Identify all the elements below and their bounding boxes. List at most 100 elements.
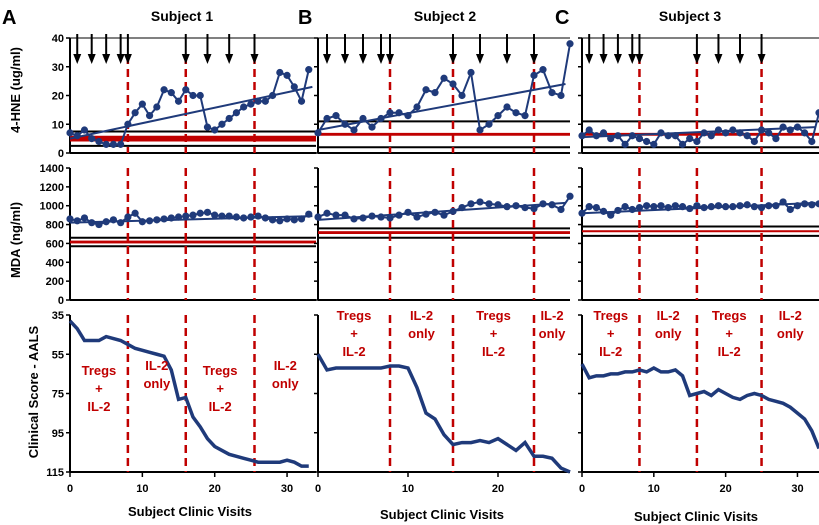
x-tick-label: 20 bbox=[720, 483, 732, 495]
dose-arrow-head bbox=[116, 54, 125, 64]
dose-arrow-head bbox=[585, 54, 594, 64]
x-tick-label: 30 bbox=[281, 483, 293, 495]
mda-data-point bbox=[404, 208, 412, 216]
hne-data-point bbox=[95, 137, 103, 146]
hne-data-point bbox=[73, 132, 81, 140]
hne-data-point bbox=[621, 140, 629, 148]
dose-arrow-head bbox=[503, 54, 511, 64]
hne-data-point bbox=[218, 120, 226, 128]
hne-data-point bbox=[167, 89, 175, 97]
hne-data-point bbox=[808, 137, 816, 146]
panel-letter-a: A bbox=[2, 7, 16, 29]
hne-data-point bbox=[276, 68, 284, 77]
mda-data-point bbox=[772, 202, 780, 210]
mda-data-point bbox=[305, 210, 313, 218]
dose-arrow-head bbox=[203, 54, 212, 64]
hne-data-point bbox=[657, 129, 665, 137]
mda-data-point bbox=[211, 211, 219, 219]
mda-data-point bbox=[635, 204, 644, 212]
mda-data-point bbox=[73, 217, 81, 225]
hne-data-point bbox=[196, 91, 204, 100]
mda-data-point bbox=[66, 215, 74, 223]
mda-y-tick-label: 0 bbox=[58, 295, 64, 307]
panel-letter-b: B bbox=[298, 7, 312, 29]
x-tick-label: 0 bbox=[315, 483, 321, 495]
score-y-tick-label: 115 bbox=[46, 467, 64, 479]
mda-data-point bbox=[607, 211, 615, 219]
mda-data-point bbox=[566, 192, 574, 200]
mda-data-point bbox=[643, 202, 651, 210]
hne-data-point bbox=[431, 89, 439, 97]
mda-data-point bbox=[314, 213, 322, 221]
hne-data-point bbox=[254, 97, 262, 105]
hne-data-point bbox=[686, 135, 694, 143]
dose-arrow-head bbox=[599, 54, 608, 64]
mda-data-point bbox=[693, 202, 701, 210]
dose-arrow-head bbox=[377, 54, 385, 64]
phase-label: only bbox=[777, 326, 804, 341]
hne-data-point bbox=[671, 132, 679, 140]
mda-data-point bbox=[707, 203, 715, 211]
mda-data-point bbox=[557, 205, 565, 214]
x-tick-label: 10 bbox=[136, 483, 148, 495]
mda-data-point bbox=[503, 203, 511, 211]
hne-data-point bbox=[160, 86, 168, 94]
mda-data-point bbox=[395, 211, 403, 219]
hne-data-point bbox=[772, 135, 780, 143]
mda-data-point bbox=[350, 215, 358, 223]
panel-subject-2: 0 10 20 Tregs + IL-2 IL-2 only Tregs + IL-2 IL-2 onl… bbox=[314, 34, 574, 495]
mda-reference-band-red bbox=[582, 230, 819, 233]
phase-label: IL-2 bbox=[209, 399, 232, 414]
mda-data-point bbox=[117, 219, 125, 227]
hne-data-point bbox=[757, 126, 766, 134]
mda-data-point bbox=[585, 203, 593, 211]
hne-data-point bbox=[297, 97, 306, 105]
phase-label: IL-2 bbox=[410, 308, 433, 323]
phase-label: Tregs bbox=[476, 308, 511, 323]
mda-data-point bbox=[138, 218, 146, 226]
hne-reference-band-red bbox=[70, 135, 316, 142]
hne-data-point bbox=[566, 40, 574, 48]
mda-data-point bbox=[686, 204, 694, 213]
hne-y-tick-label: 10 bbox=[52, 119, 64, 131]
phase-label: IL-2 bbox=[482, 344, 505, 359]
dose-arrow-head bbox=[359, 54, 367, 64]
hne-data-point bbox=[305, 66, 313, 74]
hne-data-point bbox=[350, 126, 358, 134]
phase-label: only bbox=[408, 326, 435, 341]
hne-data-point bbox=[664, 132, 672, 140]
phase-label: IL-2 bbox=[87, 399, 110, 414]
hne-data-point bbox=[815, 109, 819, 117]
x-tick-label: 0 bbox=[67, 483, 73, 495]
hne-data-point bbox=[793, 123, 802, 131]
dose-arrow-head bbox=[225, 54, 234, 64]
mda-data-point bbox=[743, 201, 751, 209]
mda-data-point bbox=[174, 213, 183, 221]
mda-data-point bbox=[254, 212, 262, 220]
hne-data-point bbox=[314, 129, 322, 137]
mda-data-point bbox=[131, 209, 139, 217]
hne-data-point bbox=[779, 123, 787, 131]
y-axis-label-score: Clinical Score - AALS bbox=[26, 325, 41, 458]
hne-data-point bbox=[80, 126, 89, 134]
hne-data-point bbox=[628, 132, 636, 140]
mda-data-point bbox=[599, 207, 608, 215]
mda-data-point bbox=[700, 204, 708, 212]
mda-data-point bbox=[722, 203, 730, 211]
mda-data-point bbox=[467, 200, 475, 208]
mda-data-point bbox=[182, 212, 190, 220]
mda-data-point bbox=[729, 203, 737, 211]
mda-y-tick-label: 1400 bbox=[40, 163, 64, 175]
mda-data-point bbox=[614, 206, 622, 215]
mda-data-point bbox=[801, 200, 809, 208]
hne-series-line bbox=[69, 69, 310, 146]
mda-data-point bbox=[458, 204, 466, 212]
dose-arrow-head bbox=[250, 54, 259, 64]
x-tick-label: 30 bbox=[791, 483, 803, 495]
hne-data-point bbox=[722, 129, 730, 137]
hne-trend-line bbox=[317, 83, 566, 131]
phase-label: IL-2 bbox=[718, 344, 741, 359]
dose-arrow-head bbox=[613, 54, 622, 64]
phase-label: + bbox=[607, 326, 615, 341]
